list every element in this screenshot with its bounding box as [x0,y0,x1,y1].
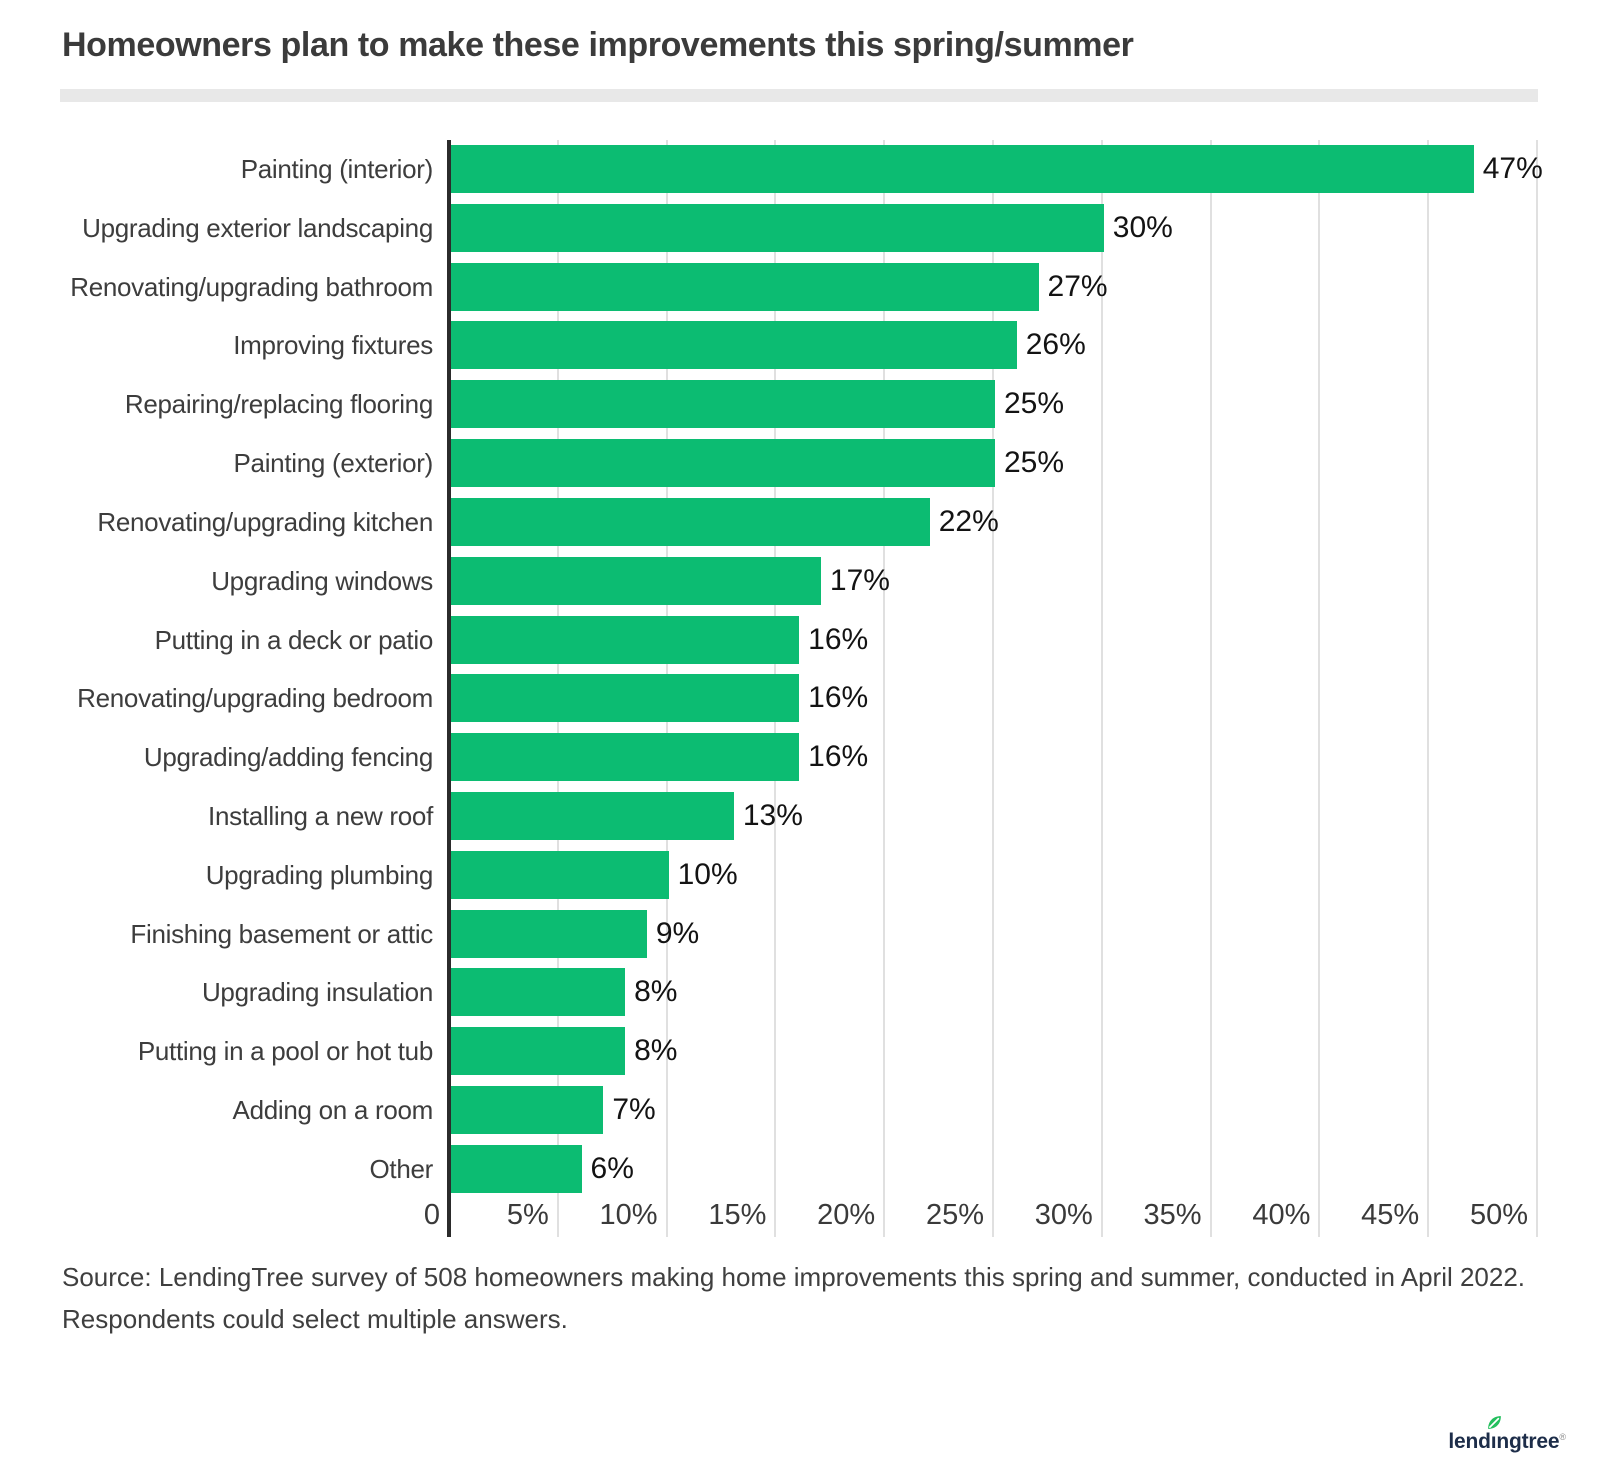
x-axis-tick-label: 45% [1361,1199,1420,1231]
x-axis-tick-label: 0 [423,1199,440,1231]
bar [451,262,1039,311]
bar [451,145,1474,193]
gridline [1318,140,1321,1237]
x-axis-tick-label: 30% [1034,1199,1093,1231]
category-label: Upgrading insulation [201,977,433,1008]
bar [451,615,800,664]
bar-value-label: 9% [655,916,700,950]
bar-value-label: 8% [634,975,678,1009]
gridline [1100,140,1103,1237]
logo-text: lend [1448,1430,1491,1453]
category-label: Putting in a deck or patio [154,624,434,655]
bar [451,380,995,429]
bar-value-label: 16% [808,740,869,774]
category-label: Renovating/upgrading bedroom [77,683,433,714]
category-label: Upgrading plumbing [205,859,434,890]
category-label: Painting (interior) [240,154,434,184]
bar-value-label: 30% [1112,210,1173,244]
x-axis-tick-label: 15% [708,1199,767,1231]
category-label: Repairing/replacing flooring [124,389,433,420]
bar-value-label: 16% [808,681,869,715]
bar-value-label: 22% [938,504,999,538]
bar-value-label: 10% [677,857,738,891]
bar [451,850,669,899]
x-axis-tick-label: 5% [506,1199,549,1231]
gridline [992,140,994,1237]
bar-value-label: 16% [808,622,869,656]
leaf-icon [1487,1416,1501,1429]
chart-title: Homeowners plan to make these improvemen… [62,26,1134,64]
category-label: Improving fixtures [233,330,433,361]
source-line-2: Respondents could select multiple answer… [62,1304,568,1334]
bar [451,733,800,782]
y-axis-line [447,140,451,1237]
gridline [1536,140,1538,1237]
bar [451,1086,604,1135]
bar-value-label: 25% [1004,387,1065,421]
bar-value-label: 6% [590,1151,634,1185]
bar-value-label: 47% [1482,152,1543,185]
category-label: Other [369,1153,433,1184]
bar [451,497,930,546]
gridline [1427,140,1430,1237]
category-label: Renovating/upgrading kitchen [97,506,433,537]
category-label: Painting (exterior) [233,448,434,479]
bar [451,909,647,958]
bar-value-label: 8% [634,1034,678,1068]
bar-value-label: 7% [612,1093,656,1127]
category-label: Finishing basement or attic [130,918,433,949]
x-axis-tick-label: 35% [1143,1199,1202,1231]
bar [451,321,1017,370]
logo-letter-i: ı [1487,1416,1501,1454]
category-label: Upgrading exterior landscaping [82,212,433,243]
bar [451,439,995,488]
bar [451,203,1104,252]
bar [451,1027,626,1076]
gridline [883,140,886,1237]
registered-mark: ® [1559,1432,1566,1442]
x-axis-tick-label: 50% [1469,1199,1528,1231]
bar-value-label: 13% [742,799,803,833]
bar [451,968,626,1017]
bar-value-label: 26% [1025,328,1086,362]
bar-value-label: 25% [1004,446,1065,480]
x-axis-tick-label: 25% [925,1199,984,1231]
source-line-1: Source: LendingTree survey of 508 homeow… [62,1262,1526,1292]
gridline [1209,140,1212,1237]
x-axis-tick-label: 10% [599,1199,658,1231]
category-label: Adding on a room [232,1095,434,1126]
category-label: Renovating/upgrading bathroom [70,271,433,302]
logo-text-tail: ngtree [1496,1430,1560,1453]
x-axis-tick-label: 20% [817,1199,876,1231]
x-axis-tick-label: 40% [1252,1199,1311,1231]
category-label: Installing a new roof [208,801,433,832]
bar-value-label: 27% [1047,269,1108,303]
bar [451,792,734,841]
category-label: Upgrading windows [211,565,433,596]
title-divider [60,89,1538,102]
bar [451,1144,582,1193]
source-note: Source: LendingTree survey of 508 homeow… [62,1256,1562,1340]
lendingtree-logo: lendı ngtree® [1448,1416,1566,1454]
bar-value-label: 17% [829,563,890,597]
bar [451,556,821,605]
category-label: Putting in a pool or hot tub [137,1036,433,1067]
bar [451,674,800,723]
category-label: Upgrading/adding fencing [143,742,433,773]
